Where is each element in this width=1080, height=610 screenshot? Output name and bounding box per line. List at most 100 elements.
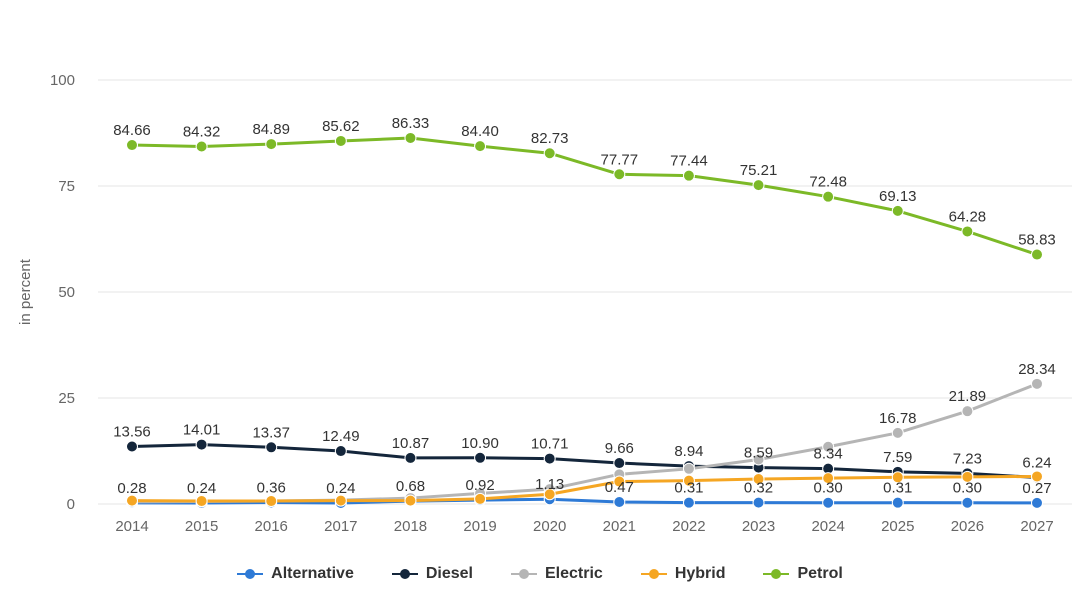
alternative-point[interactable] [822,496,835,509]
alternative-point[interactable] [891,496,904,509]
alternative-data-label: 0.30 [953,480,982,497]
alternative-data-label: 0.68 [396,478,425,495]
hybrid-point[interactable] [961,470,974,483]
alternative-point[interactable] [752,496,765,509]
diesel-data-label: 13.56 [113,424,151,441]
alternative-point[interactable] [961,496,974,509]
hybrid-point[interactable] [682,474,695,487]
alternative-data-label: 0.30 [814,480,843,497]
petrol-point[interactable] [543,147,556,160]
x-tick-label: 2015 [185,518,218,535]
x-tick-label: 2023 [742,518,775,535]
hybrid-point[interactable] [265,495,278,508]
diesel-data-label: 7.23 [953,450,982,467]
petrol-data-label: 84.89 [252,121,290,138]
electric-point[interactable] [822,440,835,453]
legend-label: Hybrid [674,565,726,582]
hybrid-point[interactable] [404,494,417,507]
y-axis-ticks: 0 25 50 75 100 [50,72,75,513]
alternative-point[interactable] [1031,496,1043,509]
petrol-point[interactable] [474,140,487,153]
hybrid-point[interactable] [126,494,138,507]
x-tick-label: 2014 [115,518,148,535]
hybrid-point[interactable] [474,492,487,505]
electric-data-label: 16.78 [879,410,917,427]
legend-dot-icon [771,569,782,579]
alternative-data-label: 0.36 [257,479,286,496]
diesel-point[interactable] [126,440,138,453]
y-tick-label: 0 [67,496,75,513]
petrol-point[interactable] [613,168,626,181]
alternative-data-label: 0.31 [674,480,703,497]
alternative-data-label: 1.13 [535,476,564,493]
petrol-point[interactable] [682,169,695,182]
petrol-point[interactable] [961,225,974,238]
petrol-point[interactable] [195,140,208,153]
petrol-data-label: 72.48 [809,174,847,191]
y-tick-label: 25 [58,390,75,407]
diesel-data-label: 9.66 [605,440,634,457]
diesel-point[interactable] [543,452,556,465]
alternative-data-label: 0.24 [187,480,216,497]
legend-dot-icon [399,569,410,579]
alternative-line [131,497,1038,505]
hybrid-point[interactable] [613,475,626,488]
electric-point[interactable] [891,426,904,439]
diesel-data-label: 10.87 [392,435,430,452]
diesel-point[interactable] [195,438,208,451]
alternative-data-label: 0.32 [744,480,773,497]
electric-point[interactable] [961,405,974,418]
diesel-line [131,443,1038,480]
legend-item-electric[interactable]: Electric [511,565,603,583]
petrol-data-label: 85.62 [322,118,360,135]
electric-point[interactable] [1031,377,1043,390]
legend-marker-icon [640,569,667,579]
electric-point[interactable] [682,462,695,475]
diesel-point[interactable] [613,457,626,470]
petrol-point[interactable] [891,204,904,217]
alternative-data-label: 0.47 [605,479,634,496]
diesel-point[interactable] [265,441,278,454]
hybrid-point[interactable] [891,471,904,484]
hybrid-point[interactable] [1031,470,1043,483]
legend-item-petrol[interactable]: Petrol [763,565,843,583]
petrol-point[interactable] [334,134,347,147]
x-tick-label: 2024 [811,518,844,535]
electric-point[interactable] [752,453,765,466]
hybrid-point[interactable] [752,472,765,485]
hybrid-point[interactable] [195,495,208,508]
legend-marker-icon [391,569,418,579]
series-petrol [126,131,1043,261]
petrol-point[interactable] [822,190,835,203]
petrol-point[interactable] [752,179,765,192]
alternative-point[interactable] [613,496,626,509]
legend-marker-icon [237,569,264,579]
petrol-point[interactable] [265,138,278,151]
petrol-data-label: 75.21 [740,162,778,179]
diesel-point[interactable] [404,451,417,464]
hybrid-point[interactable] [822,472,835,485]
hybrid-point[interactable] [334,494,347,507]
diesel-data-label: 7.59 [883,449,912,466]
x-tick-label: 2022 [672,518,705,535]
petrol-data-label: 77.44 [670,153,708,170]
diesel-data-label: 10.90 [461,435,499,452]
hybrid-point[interactable] [543,488,556,501]
legend-item-alternative[interactable]: Alternative [237,565,354,583]
diesel-data-label: 6.24 [1022,455,1051,472]
legend-label: Electric [545,565,603,582]
petrol-point[interactable] [1031,248,1043,261]
legend-label: Petrol [797,565,843,582]
diesel-point[interactable] [334,445,347,458]
data-labels: 0.28 0.24 0.36 0.24 0.68 0.92 1.13 0.47 0.31 0.32… [113,115,1056,497]
diesel-point[interactable] [474,451,487,464]
petrol-point[interactable] [126,139,138,152]
y-tick-label: 75 [58,178,75,195]
petrol-point[interactable] [404,131,417,144]
legend-item-diesel[interactable]: Diesel [391,565,473,583]
diesel-data-label: 8.34 [814,446,843,463]
legend-dot-icon [245,569,256,579]
alternative-point[interactable] [682,496,695,509]
legend-item-hybrid[interactable]: Hybrid [640,565,726,583]
y-axis-label: in percent [17,258,34,325]
